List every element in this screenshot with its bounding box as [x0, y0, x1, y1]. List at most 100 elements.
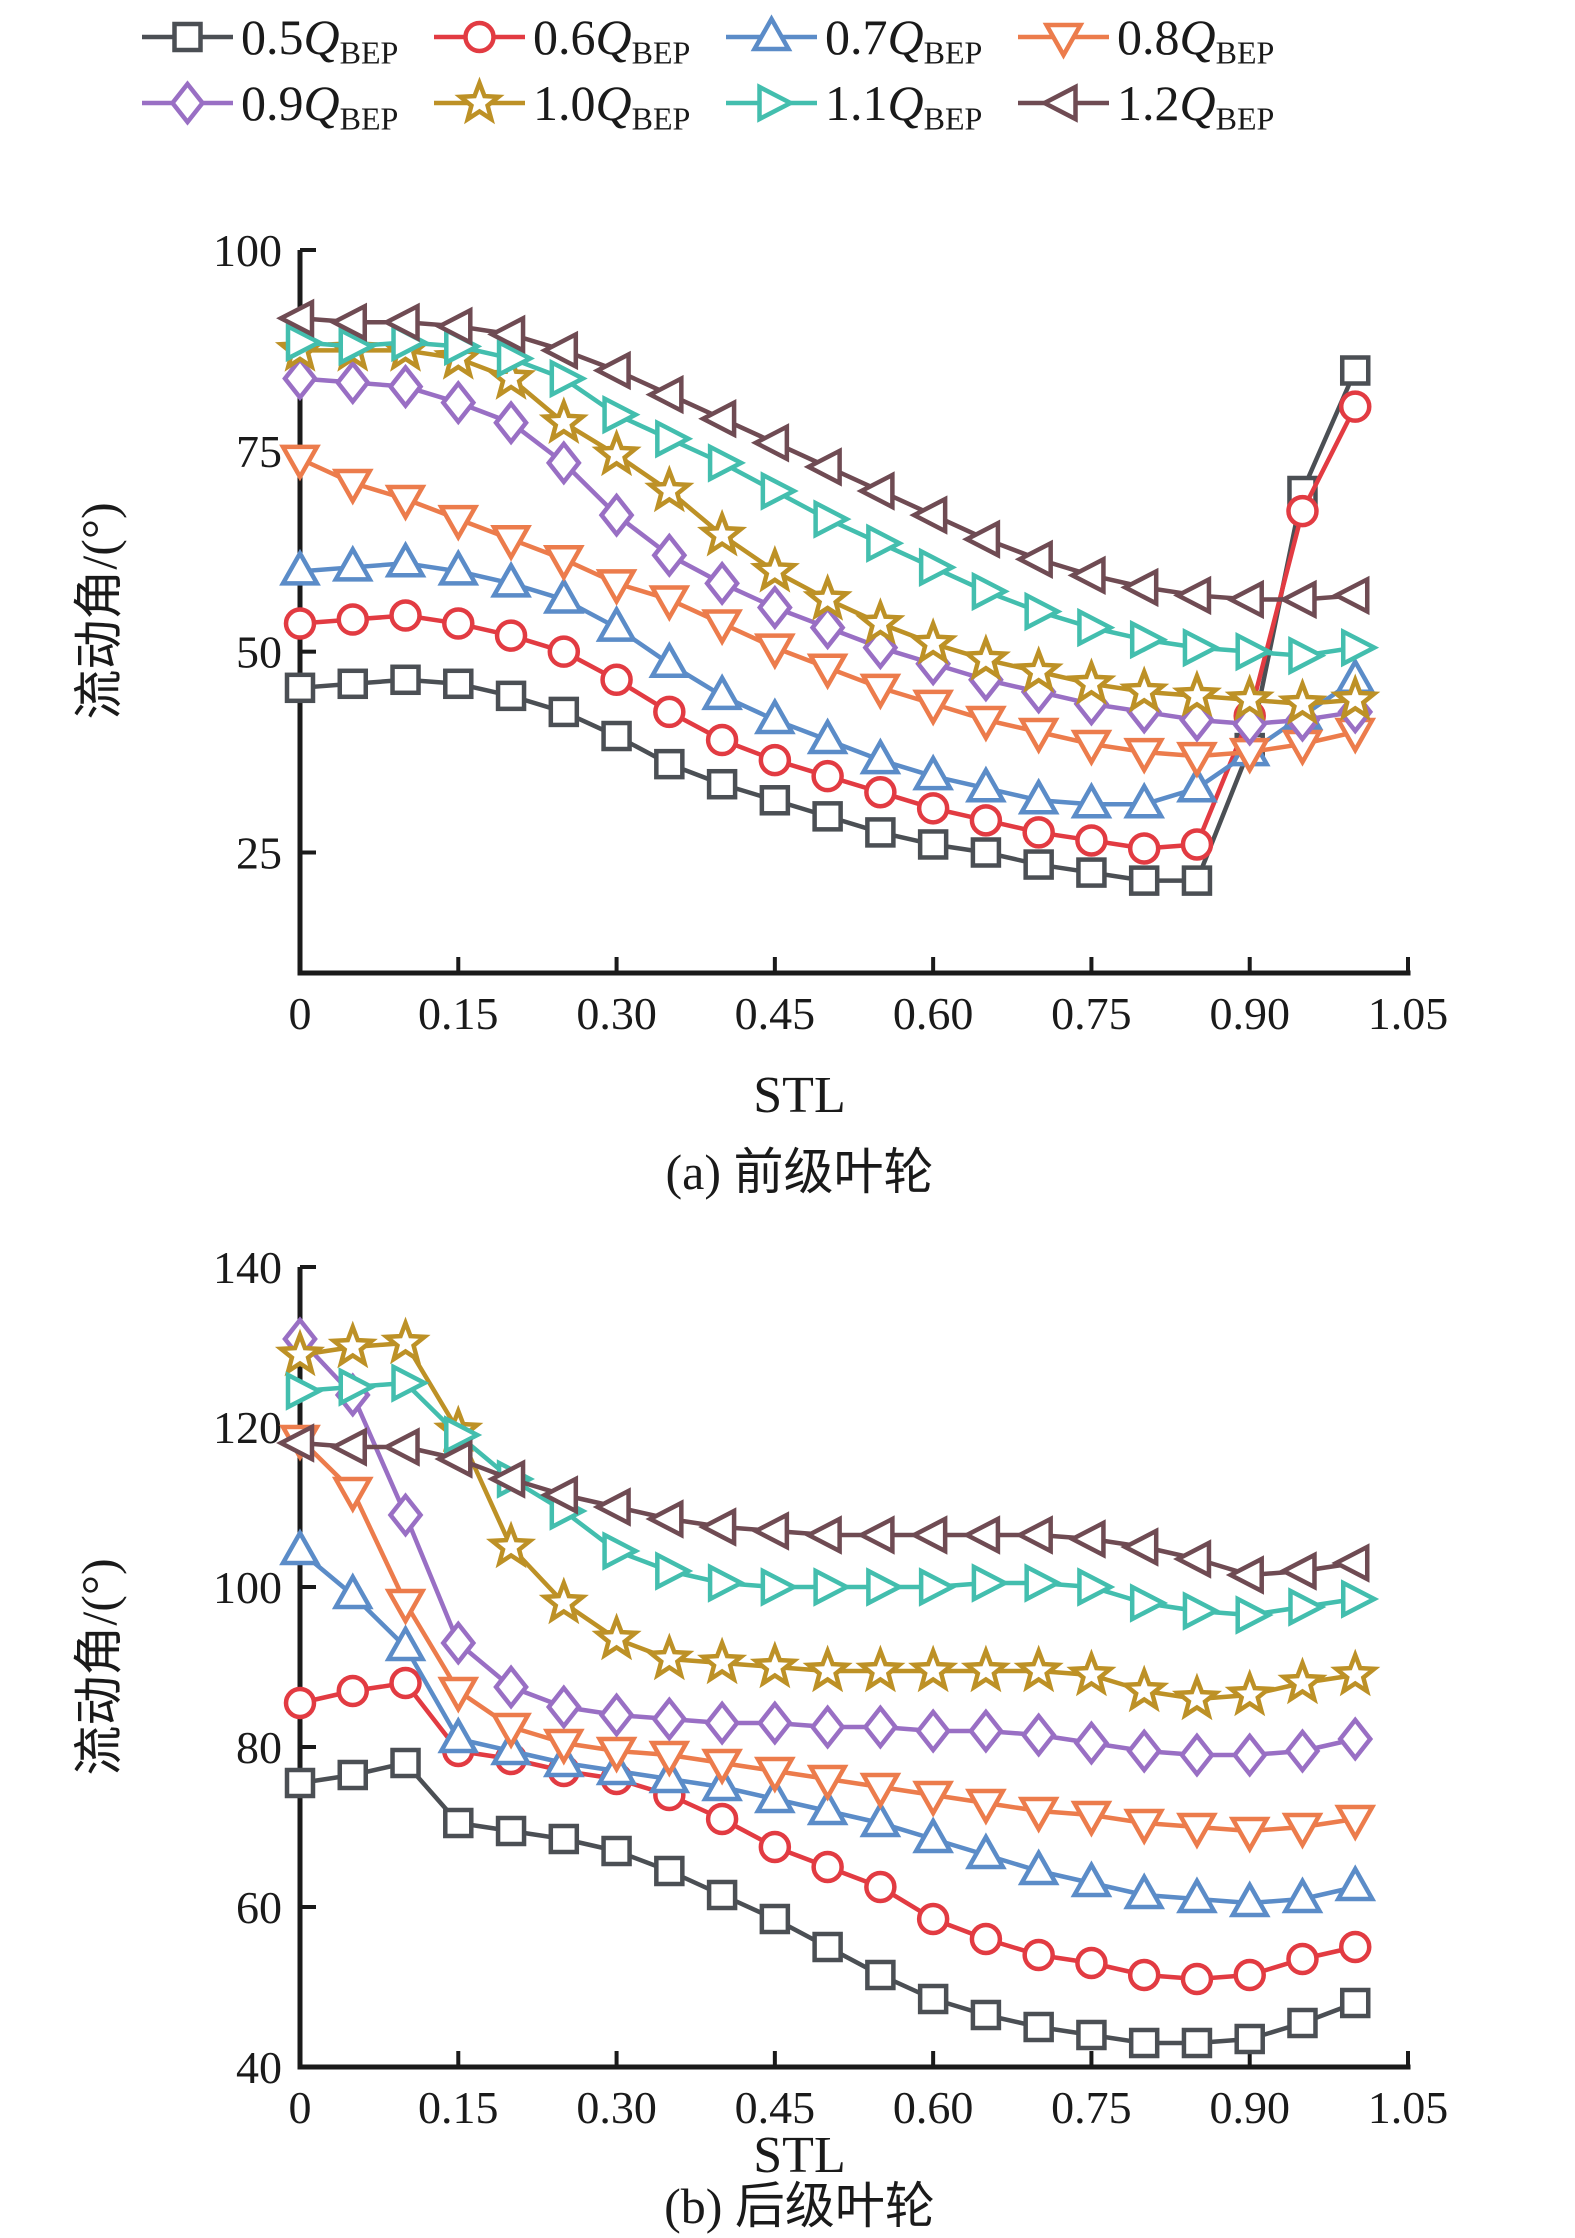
1-0q-bep-marker: [327, 1320, 378, 1369]
0-7q-bep-marker: [1281, 1876, 1324, 1914]
1-1q-bep-marker: [602, 394, 641, 435]
1-1q-bep-marker: [918, 1567, 958, 1607]
x-axis-label-front: STL: [753, 1067, 846, 1124]
0-7q-bep-marker: [384, 1624, 427, 1662]
0-6q-bep-marker: [1022, 816, 1055, 849]
0-8q-bep-marker: [965, 1788, 1007, 1826]
0-5q-bep-marker: [390, 664, 421, 696]
1-0q-bep-marker: [274, 1328, 326, 1377]
0-8q-bep-marker: [648, 585, 691, 623]
0-8q-bep-marker: [753, 1756, 796, 1794]
1-2q-bep-marker: [539, 330, 579, 371]
0-6q-bep-marker: [1286, 1942, 1319, 1976]
1-2q-bep-marker: [434, 1439, 473, 1479]
1-1q-bep-marker: [1288, 1587, 1327, 1627]
0-6q-bep-marker: [1180, 1962, 1214, 1996]
1-1q-bep-marker: [602, 1531, 641, 1571]
1-0q-bep-marker: [1013, 1644, 1064, 1693]
1-2q-bep-marker: [434, 306, 473, 347]
1-1q-bep-marker: [1235, 631, 1274, 672]
0-6q-bep-marker: [916, 792, 950, 825]
1-2q-bep-marker: [1067, 555, 1106, 596]
1-2q-bep-marker: [645, 1499, 684, 1539]
0-8q-bep-marker: [1070, 1800, 1113, 1838]
0-9q-bep-marker: [598, 492, 635, 538]
0-8q-bep-marker: [1070, 729, 1113, 767]
0-7q-bep-marker: [331, 544, 374, 582]
0-8q-bep-marker: [437, 1676, 480, 1714]
legend-triangle-up-marker: [750, 14, 793, 52]
series-1-1q-bep: [285, 1363, 1380, 1635]
1-2q-bep-marker: [1225, 579, 1264, 620]
1-2q-bep-marker: [1278, 1551, 1317, 1591]
0-9q-bep-marker: [756, 1700, 793, 1746]
0-5q-bep-marker: [1023, 2011, 1054, 2043]
1-2q-bep-marker: [961, 1515, 1001, 1555]
legend-item-12qbep: 1.2QBEP: [1016, 74, 1274, 135]
0-5q-bep-marker: [1128, 865, 1160, 896]
1-1q-bep-marker: [1182, 627, 1221, 668]
0-9q-bep-marker: [651, 532, 688, 578]
legend-label: 1.1QBEP: [825, 75, 983, 137]
series-0-7q-bep: [279, 1528, 1377, 1918]
0-8q-bep-marker: [437, 504, 480, 542]
series-0-5q-bep: [284, 1747, 1371, 2059]
1-2q-bep-marker: [276, 298, 315, 338]
y-tick-label: 40: [236, 2042, 282, 2093]
0-9q-bep-marker: [493, 1664, 529, 1710]
1-0q-bep-marker: [1013, 645, 1064, 694]
series-0-5q-bep: [284, 355, 1371, 896]
0-7q-bep-marker: [279, 1528, 321, 1566]
1-2q-bep-marker: [1225, 1555, 1264, 1595]
x-axis-label-rear: STL: [753, 2127, 846, 2184]
0-8q-bep-marker: [701, 1748, 743, 1786]
0-6q-bep-marker: [389, 599, 422, 632]
1-0q-bep-marker: [960, 633, 1011, 681]
0-6q-bep-marker: [1022, 1938, 1055, 1972]
1-2q-bep-marker: [487, 314, 526, 355]
1-2q-bep-marker: [698, 1507, 737, 1547]
0-8q-bep-marker: [384, 484, 427, 522]
0-6q-bep-marker: [1233, 1958, 1266, 1992]
1-2q-bep-marker: [487, 1459, 526, 1499]
y-tick-label: 80: [236, 1722, 282, 1773]
triangle-up-marker-icon: [726, 14, 817, 52]
0-9q-bep-marker: [440, 1620, 477, 1666]
y-tick-label: 100: [213, 225, 282, 276]
square-marker-icon: [142, 21, 233, 53]
x-tick-label: 0: [289, 2082, 312, 2133]
1-1q-bep-marker: [285, 322, 324, 363]
0-9q-bep-marker: [968, 1708, 1004, 1754]
0-8q-bep-marker: [490, 524, 532, 562]
0-7q-bep-marker: [806, 1788, 849, 1826]
1-2q-bep-marker: [909, 495, 948, 535]
0-5q-bep-marker: [284, 1767, 316, 1799]
legend-triangle-right-marker: [757, 83, 796, 123]
y-tick-label: 25: [236, 828, 282, 879]
legend-item-11qbep: 1.1QBEP: [724, 74, 983, 137]
1-1q-bep-marker: [1077, 1567, 1116, 1607]
1-0q-bep-marker: [1277, 677, 1328, 726]
0-8q-bep-marker: [1334, 1804, 1377, 1842]
0-5q-bep-marker: [495, 1815, 527, 1847]
1-1q-bep-marker: [866, 1567, 905, 1607]
0-6q-bep-marker: [336, 603, 370, 636]
0-5q-bep-marker: [390, 1747, 421, 1779]
0-5q-bep-marker: [1234, 2023, 1265, 2055]
legend: 0.5QBEP 0.6QBEP 0.7QBEP 0.8QBEP 0.9QBEP 1.0QB…: [0, 0, 1575, 140]
0-7q-bep-marker: [859, 737, 902, 775]
0-8q-bep-marker: [806, 1764, 849, 1802]
0-7q-bep-marker: [542, 576, 585, 614]
0-7q-bep-marker: [384, 540, 427, 578]
0-9q-bep-marker: [915, 1708, 952, 1754]
0-7q-bep-marker: [965, 765, 1007, 803]
1-0q-bep-marker: [697, 508, 748, 557]
series-0-7q-bep: [279, 540, 1377, 819]
0-7q-bep-marker: [1176, 765, 1218, 803]
x-tick-label: 0.75: [1051, 988, 1132, 1039]
1-0q-bep-marker: [908, 1644, 959, 1693]
1-2q-bep-marker: [1014, 539, 1053, 579]
0-8q-bep-marker: [1228, 1816, 1271, 1854]
0-8q-bep-marker: [595, 569, 638, 606]
1-0q-bep-marker: [855, 1644, 906, 1693]
